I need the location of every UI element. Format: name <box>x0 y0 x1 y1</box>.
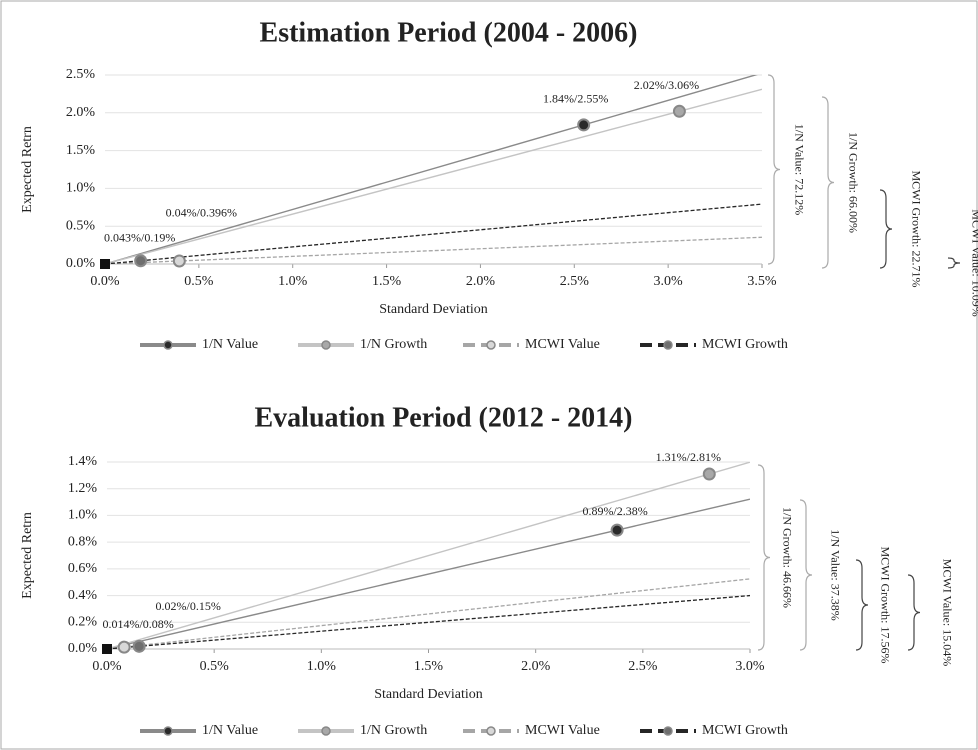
legend-label: 1/N Growth <box>360 337 427 352</box>
trend-line <box>107 462 750 649</box>
x-tick-label: 0.5% <box>184 274 214 289</box>
legend-marker <box>321 340 331 350</box>
trend-line <box>107 578 750 649</box>
y-tick-label: 0.2% <box>68 615 98 630</box>
point-label: 0.043%/0.19% <box>104 230 175 244</box>
point <box>577 118 591 132</box>
brace <box>767 74 781 265</box>
plot <box>107 462 750 649</box>
brace-label: 1/N Growth: 66.00% <box>846 132 860 233</box>
x-tick-label: 0.5% <box>200 659 230 674</box>
point-label: 0.02%/0.15% <box>155 599 220 613</box>
legend-marker <box>163 726 173 736</box>
y-tick-label: 0.5% <box>66 218 96 233</box>
chart-title: Evaluation Period (2012 - 2014) <box>255 402 633 433</box>
legend-label: 1/N Growth <box>360 723 427 738</box>
trend-line <box>105 236 762 264</box>
x-tick-label: 1.5% <box>372 274 402 289</box>
brace <box>907 574 921 651</box>
x-tick-label: 2.0% <box>466 274 496 289</box>
point-label: 0.89%/2.38% <box>582 504 647 518</box>
point <box>672 104 686 118</box>
trend-line <box>105 203 762 264</box>
brace <box>799 499 813 651</box>
legend-label: MCWI Value <box>525 723 600 738</box>
y-tick-label: 1.2% <box>68 481 98 496</box>
x-tick-label: 0.0% <box>92 659 122 674</box>
point <box>702 467 716 481</box>
trend-line <box>105 88 762 264</box>
brace-label: MCWI Growth: 17.56% <box>878 547 892 664</box>
y-tick-label: 1.5% <box>66 143 96 158</box>
trend-line <box>107 498 750 649</box>
origin-marker <box>102 644 112 654</box>
y-tick-label: 0.0% <box>68 641 98 656</box>
x-tick-label: 1.0% <box>278 274 308 289</box>
x-tick-label: 2.0% <box>521 659 551 674</box>
x-tick-label: 3.0% <box>654 274 684 289</box>
point-label: 2.02%/3.06% <box>634 78 699 92</box>
legend-label: MCWI Value <box>525 337 600 352</box>
brace-label: MCWI Growth: 22.71% <box>909 171 923 288</box>
legend-marker <box>486 340 496 350</box>
point-label: 1.31%/2.81% <box>656 450 721 464</box>
legend-marker <box>663 726 673 736</box>
x-tick-label: 2.5% <box>560 274 590 289</box>
x-axis-label: Standard Deviation <box>379 302 487 317</box>
legend-label: MCWI Growth <box>702 337 788 352</box>
chart-title: Estimation Period (2004 - 2006) <box>260 17 638 48</box>
legend-marker <box>321 726 331 736</box>
y-tick-label: 2.5% <box>66 67 96 82</box>
point <box>610 523 624 537</box>
y-tick-label: 0.6% <box>68 561 98 576</box>
x-tick-label: 1.5% <box>414 659 444 674</box>
x-tick-label: 2.5% <box>628 659 658 674</box>
point <box>172 254 186 268</box>
x-tick-label: 0.0% <box>90 274 120 289</box>
brace <box>855 559 869 651</box>
x-tick-label: 1.0% <box>307 659 337 674</box>
legend-label: 1/N Value <box>202 723 258 738</box>
brace <box>947 257 961 269</box>
y-tick-label: 0.8% <box>68 534 98 549</box>
brace-label: MCWI Value: 15.04% <box>940 559 954 666</box>
point <box>132 639 146 653</box>
brace <box>757 464 771 651</box>
y-tick-label: 2.0% <box>66 105 96 120</box>
brace <box>879 189 893 269</box>
legend-marker <box>663 340 673 350</box>
legend-marker <box>486 726 496 736</box>
brace-label: 1/N Growth: 46.66% <box>780 507 794 608</box>
y-tick-label: 0.4% <box>68 588 98 603</box>
legend-marker <box>163 340 173 350</box>
point <box>134 254 148 268</box>
x-tick-label: 3.5% <box>747 274 777 289</box>
point-label: 0.014%/0.08% <box>102 617 173 631</box>
legend-label: 1/N Value <box>202 337 258 352</box>
brace <box>821 96 835 269</box>
x-tick-label: 3.0% <box>735 659 765 674</box>
y-axis-label: Expected Retrn <box>20 126 35 213</box>
y-axis-label: Expected Retrn <box>20 512 35 599</box>
brace-label: 1/N Value: 37.38% <box>828 529 842 620</box>
x-axis-label: Standard Deviation <box>374 687 482 702</box>
point-label: 1.84%/2.55% <box>543 92 608 106</box>
legend-label: MCWI Growth <box>702 723 788 738</box>
brace-label: MCWI Value: 10.09% <box>969 209 978 316</box>
plot <box>105 75 762 264</box>
y-tick-label: 1.4% <box>68 454 98 469</box>
point <box>117 640 131 654</box>
y-tick-label: 1.0% <box>66 181 96 196</box>
trend-line <box>107 594 750 649</box>
brace-label: 1/N Value: 72.12% <box>792 124 806 215</box>
y-tick-label: 1.0% <box>68 508 98 523</box>
origin-marker <box>100 259 110 269</box>
trend-line <box>105 75 758 264</box>
y-tick-label: 0.0% <box>66 256 96 271</box>
point-label: 0.04%/0.396% <box>166 206 237 220</box>
